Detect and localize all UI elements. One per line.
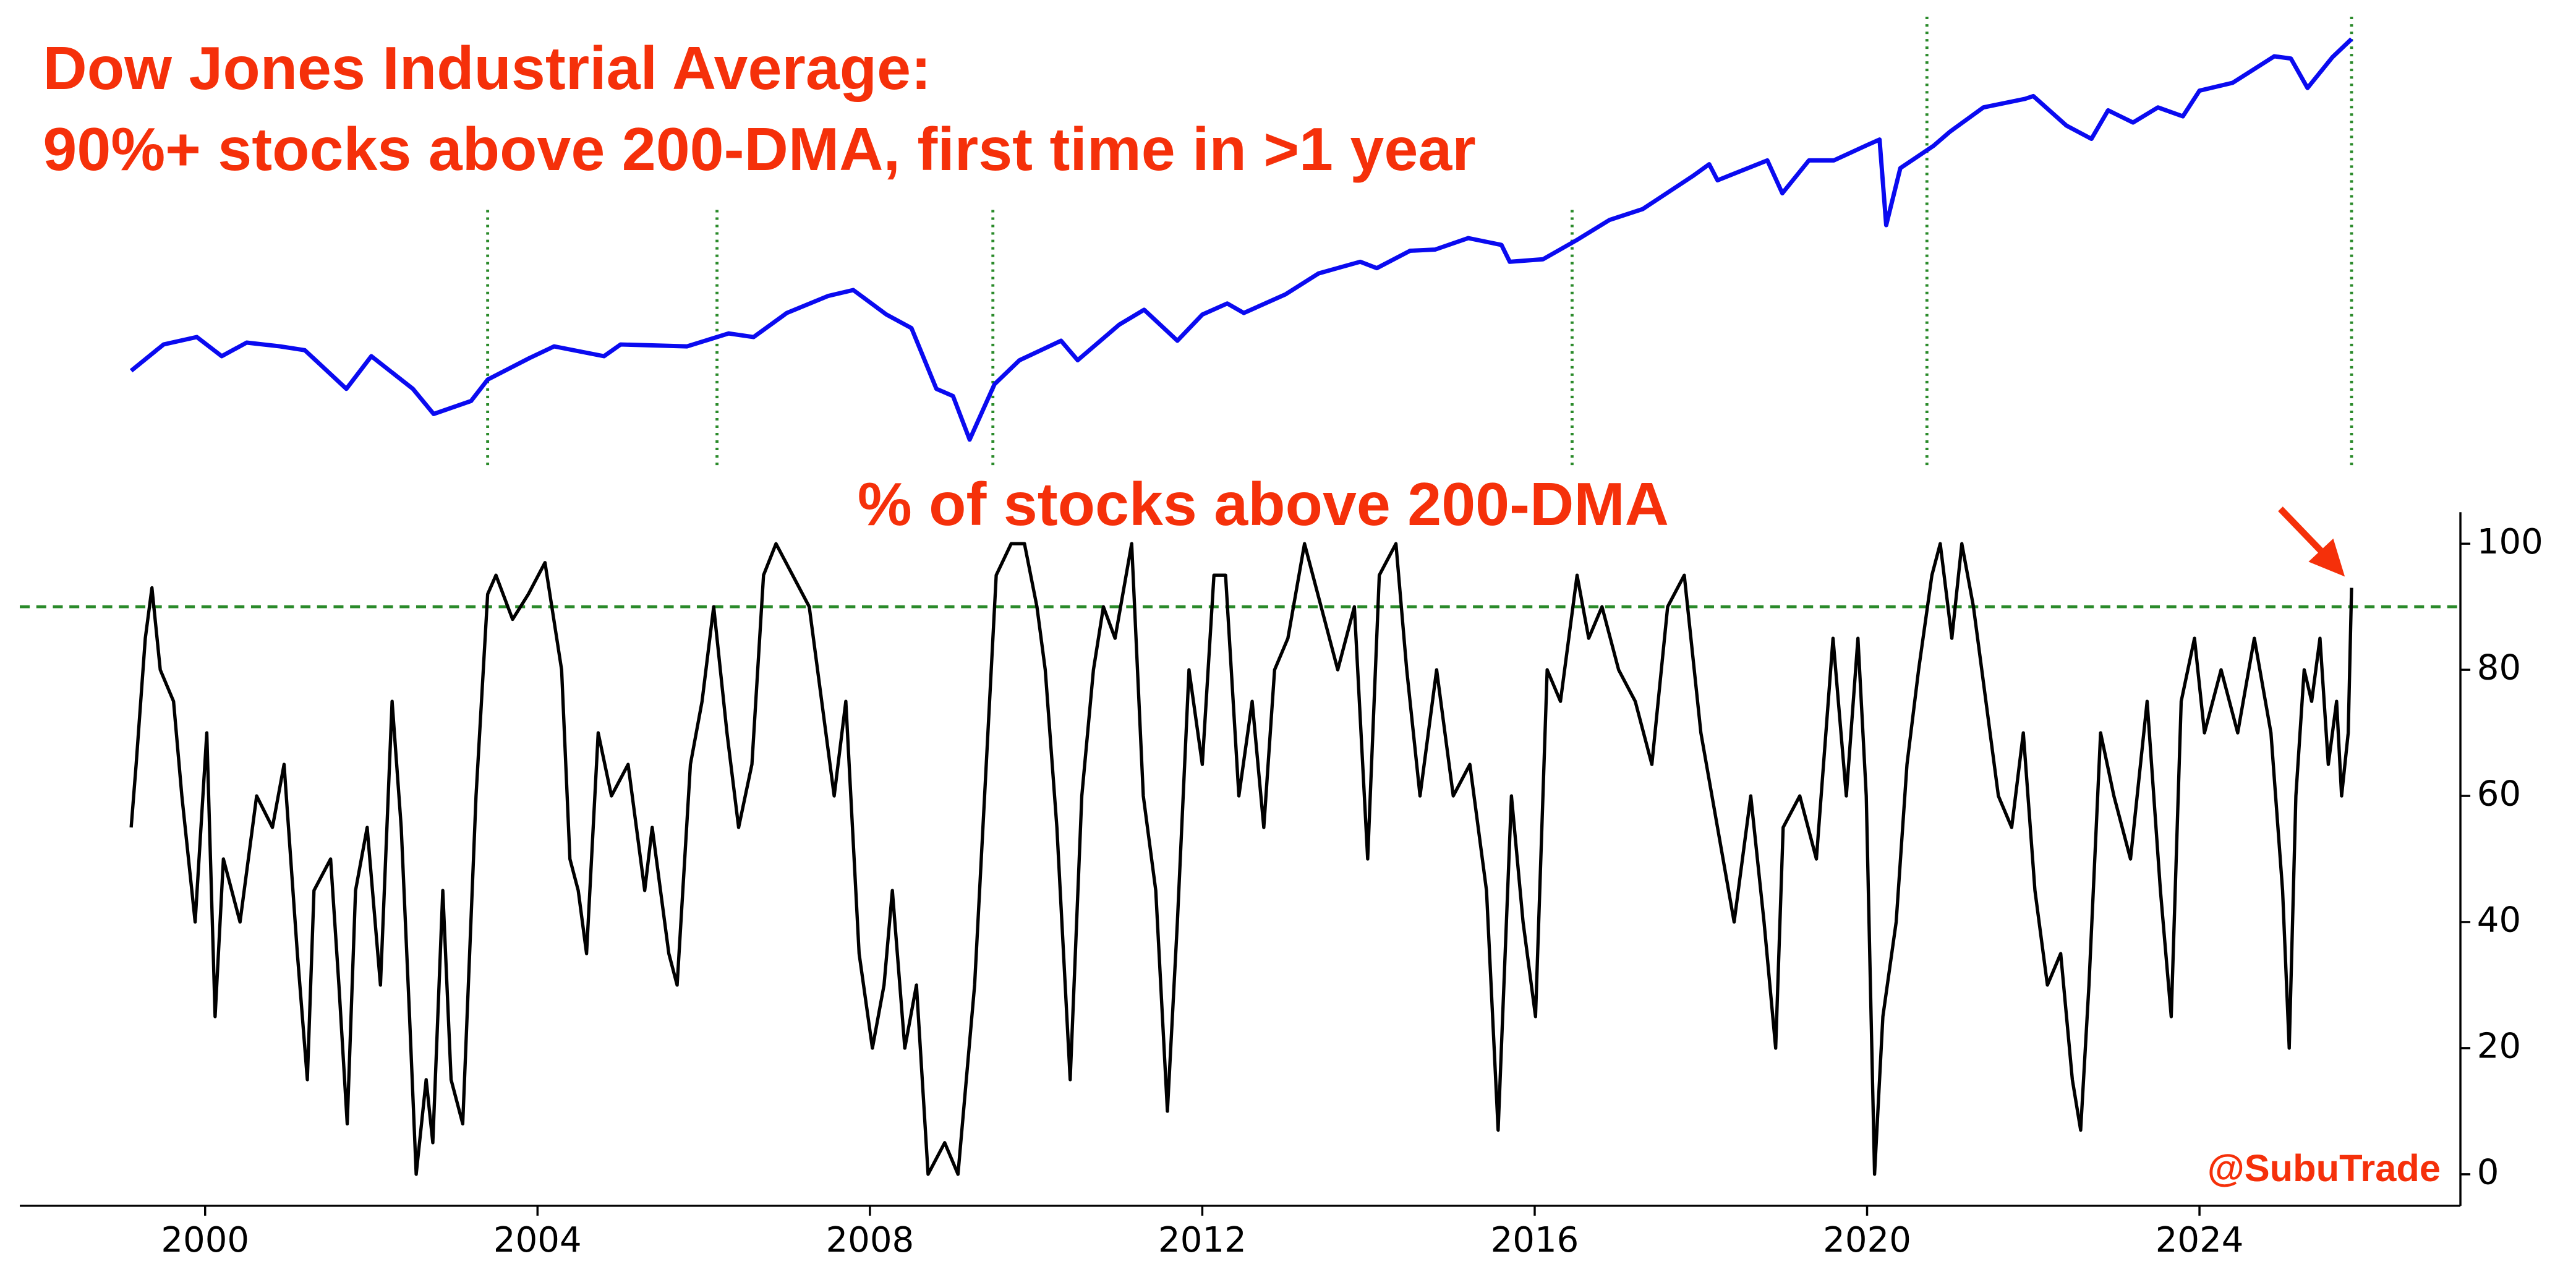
chart-title: Dow Jones Industrial Average: [43, 34, 931, 102]
x-tick-label: 2008 [825, 1220, 914, 1260]
y-tick-label: 20 [2477, 1027, 2521, 1067]
y-tick-label: 40 [2477, 900, 2521, 941]
chart-title: 90%+ stocks above 200-DMA, first time in… [43, 115, 1475, 183]
breadth-line [129, 542, 2353, 1176]
x-tick-label: 2016 [1491, 1220, 1579, 1260]
arrow-head [2308, 538, 2345, 577]
arrow-shaft [2278, 506, 2327, 558]
y-tick-label: 60 [2477, 774, 2521, 814]
y-tick-label: 100 [2477, 522, 2543, 562]
panel-title: % of stocks above 200-DMA [858, 470, 1669, 538]
x-tick-label: 2000 [161, 1220, 249, 1260]
x-tick-label: 2024 [2156, 1220, 2244, 1260]
index-line [129, 37, 2353, 442]
x-tick-label: 2004 [493, 1220, 582, 1260]
watermark: @SubuTrade [2207, 1147, 2441, 1190]
y-tick-label: 0 [2477, 1152, 2499, 1192]
x-tick-label: 2020 [1823, 1220, 1911, 1260]
x-tick-label: 2012 [1158, 1220, 1247, 1260]
y-tick-label: 80 [2477, 648, 2521, 688]
arrow [2278, 506, 2345, 577]
